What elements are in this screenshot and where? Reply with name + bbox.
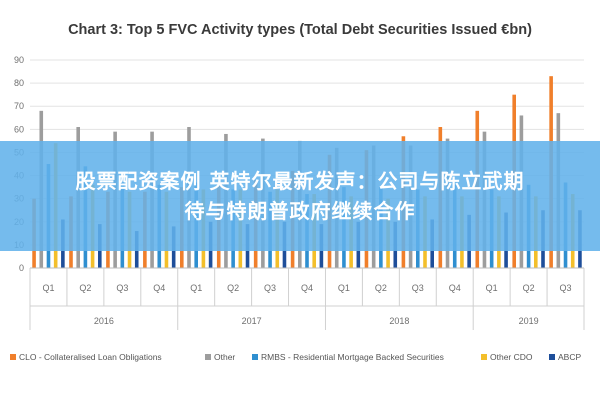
x-tick-label: Q4 [301,283,313,293]
legend: CLO - Collateralised Loan Obligations Oth… [10,352,581,362]
legend-label: ABCP [558,352,581,362]
y-tick-label: 0 [19,263,24,273]
x-tick-label: Q3 [264,283,276,293]
x-tick-label: Q3 [560,283,572,293]
x-tick-label: Q2 [227,283,239,293]
x-tick-label: Q2 [375,283,387,293]
legend-swatch [481,354,487,360]
legend-label: CLO - Collateralised Loan Obligations [19,352,162,362]
legend-label: Other [214,352,235,362]
x-tick-label: Q4 [153,283,165,293]
legend-label: Other CDO [490,352,533,362]
banner-line-1: 股票配资案例 英特尔最新发声：公司与陈立武期 [75,169,525,193]
x-tick-label: Q1 [338,283,350,293]
year-label: 2018 [389,316,409,326]
year-label: 2017 [242,316,262,326]
y-tick-label: 90 [14,55,24,65]
overlay-banner: 股票配资案例 英特尔最新发声：公司与陈立武期 待与特朗普政府继续合作 [0,141,600,251]
x-tick-label: Q2 [523,283,535,293]
y-tick-label: 60 [14,124,24,134]
x-tick-label: Q3 [116,283,128,293]
y-tick-label: 80 [14,78,24,88]
legend-swatch [10,354,16,360]
x-tick-label: Q1 [486,283,498,293]
legend-label: RMBS - Residential Mortgage Backed Secur… [261,352,444,362]
year-label: 2016 [94,316,114,326]
x-tick-label: Q1 [42,283,54,293]
year-label: 2019 [519,316,539,326]
x-axis: Q1 Q2 Q3 Q4 Q1 Q2 Q3 Q4 Q1 Q2 Q3 Q4 Q1 Q2 Q3 2016 2017 20… [29,267,585,330]
banner-line-2: 待与特朗普政府继续合作 [184,199,416,223]
legend-swatch [549,354,555,360]
x-tick-label: Q1 [190,283,202,293]
legend-swatch [252,354,258,360]
x-tick-label: Q2 [79,283,91,293]
x-tick-label: Q4 [449,283,461,293]
legend-swatch [205,354,211,360]
x-tick-label: Q3 [412,283,424,293]
y-tick-label: 70 [14,101,24,111]
chart-title: Chart 3: Top 5 FVC Activity types (Total… [68,22,532,38]
